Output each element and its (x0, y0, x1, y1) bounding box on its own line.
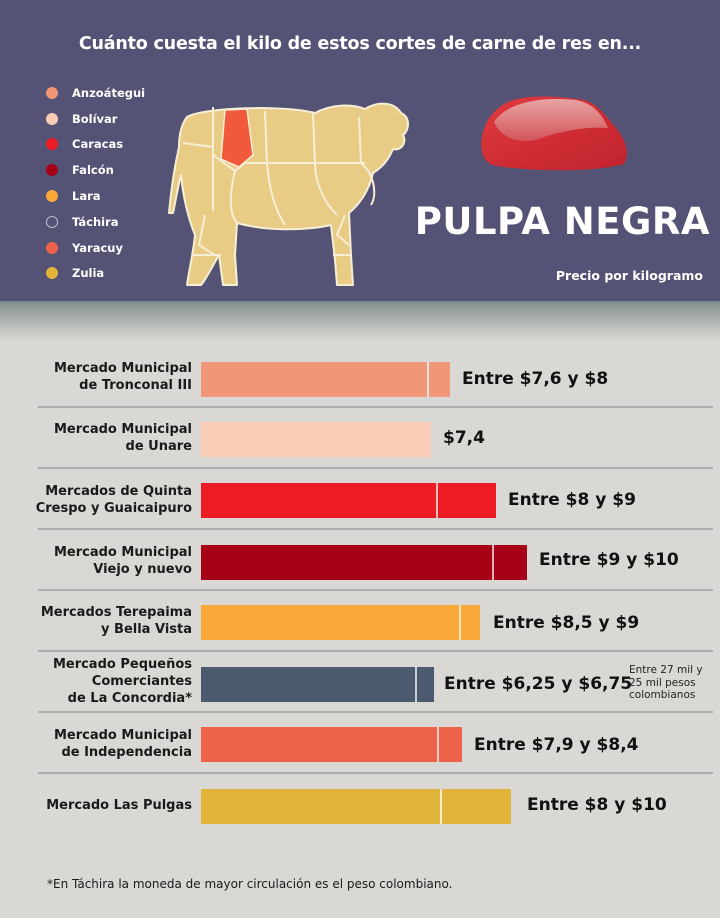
legend-item: Bolívar (46, 106, 145, 132)
unit-label: Precio por kilogramo (555, 268, 703, 283)
highlighted-cut (220, 108, 254, 168)
row-divider (38, 772, 713, 774)
page-title: Cuánto cuesta el kilo de estos cortes de… (78, 34, 642, 54)
market-label: Mercado Las Pulgas (46, 798, 192, 813)
legend-item: Lara (46, 183, 145, 209)
legend-dot-icon (46, 241, 58, 254)
legend-label: Caracas (72, 137, 124, 152)
legend-label: Bolívar (72, 111, 118, 126)
bar-divider (492, 545, 494, 580)
cow-cuts-icon (168, 102, 409, 286)
legend-dot-icon (46, 190, 58, 203)
price-bar (201, 727, 462, 762)
price-value: Entre $7,6 y $8 (462, 369, 609, 389)
legend-label: Falcón (72, 163, 114, 178)
legend-item: Falcón (46, 157, 145, 183)
legend-label: Yaracuy (72, 240, 123, 255)
price-bar (201, 667, 434, 702)
bar-divider (415, 667, 417, 702)
bar-divider (440, 789, 442, 824)
row-divider (38, 406, 713, 408)
cut-name-heading: PULPA NEGRA (414, 200, 710, 243)
legend-dot-icon (46, 138, 58, 151)
price-value: Entre $8 y $10 (527, 795, 667, 815)
legend-item: Anzoátegui (46, 80, 145, 106)
price-bar (201, 545, 527, 580)
bar-divider (459, 605, 461, 640)
footnote: *En Táchira la moneda de mayor circulaci… (47, 877, 453, 891)
legend-item: Caracas (46, 132, 145, 158)
bar-divider (437, 727, 439, 762)
price-value: $7,4 (443, 428, 485, 448)
price-bar (201, 483, 496, 518)
price-bar (201, 422, 431, 457)
row-divider (38, 467, 713, 469)
header-panel: Cuánto cuesta el kilo de estos cortes de… (0, 0, 720, 301)
price-value: Entre $9 y $10 (539, 550, 679, 570)
price-value: Entre $8,5 y $9 (493, 613, 640, 633)
bar-divider (427, 362, 429, 397)
row-divider (38, 650, 713, 652)
bar-divider (436, 483, 438, 518)
legend-dot-icon (46, 86, 58, 99)
row-divider (38, 711, 713, 713)
legend-dot-icon (46, 164, 58, 177)
price-value: Entre $8 y $9 (508, 490, 636, 510)
legend-dot-icon (46, 267, 58, 280)
legend-dot-icon (46, 215, 58, 228)
legend-item: Táchira (46, 209, 145, 235)
currency-note: Entre 27 mil y 25 mil pesos colombianos (629, 664, 703, 701)
legend: Anzoátegui Bolívar Caracas Falcón Lara T… (46, 80, 145, 286)
row-divider (38, 589, 713, 591)
legend-label: Anzoátegui (72, 85, 146, 100)
market-label: Mercado Municipal de Independencia (53, 728, 192, 760)
market-label: Mercado Pequeños Comerciantes de La Concor… (52, 657, 192, 706)
legend-item: Zulia (46, 261, 145, 287)
beef-cut-icon (481, 96, 627, 171)
legend-item: Yaracuy (46, 235, 145, 261)
market-label: Mercado Municipal Viejo y nuevo (53, 545, 192, 577)
row-divider (38, 528, 713, 530)
price-bar (201, 789, 511, 824)
legend-label: Lara (72, 189, 101, 204)
header-fade (0, 301, 720, 341)
market-label: Mercados de Quinta Crespo y Guaicaipuro (35, 484, 192, 516)
price-value: Entre $6,25 y $6,75 (444, 674, 633, 694)
price-value: Entre $7,9 y $8,4 (474, 735, 639, 755)
price-bar (201, 605, 480, 640)
legend-label: Táchira (72, 214, 119, 229)
market-label: Mercado Municipal de Tronconal III (53, 361, 192, 393)
price-bar (201, 362, 450, 397)
market-label: Mercados Terepaima y Bella Vista (40, 605, 192, 637)
legend-label: Zulia (72, 266, 105, 281)
legend-dot-icon (46, 112, 58, 125)
market-label: Mercado Municipal de Unare (53, 422, 192, 454)
